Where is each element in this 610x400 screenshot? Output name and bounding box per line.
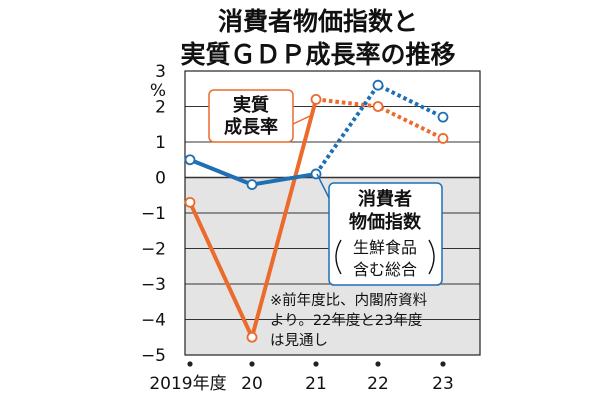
gdp-label-leader [292,115,311,125]
chart-title-line-1: 消費者物価指数と [218,7,418,36]
y-tick-label: −2 [141,240,166,260]
gdp-series-label: 実質 成長率 [208,89,311,143]
gdp-label-line-1: 実質 [233,94,269,116]
y-tick-label: 1 [155,133,166,153]
cpi-label-box [328,182,443,286]
y-tick-label: −4 [141,311,166,331]
x-tick-label: 2019年度 [149,374,226,394]
cpi-sublabel-line-2: 含む総合 [353,260,417,279]
cpi-sublabel-paren-left [335,239,342,275]
cpi-sublabel-line-1: 生鮮食品 [353,238,417,257]
x-tick-mark [249,361,255,367]
plot-frame [184,70,481,356]
note-line-1: ※前年度比、内閣府資料 [270,292,427,309]
chart-title-line-2: 実質ＧＤＰ成長率の推移 [180,40,455,69]
data-point [184,196,196,208]
series-line-forecast [315,97,444,141]
x-tick-label: 21 [305,374,327,394]
series-line-forecast [314,82,444,176]
gdp-label-box [208,89,294,143]
x-tick-mark [313,361,319,367]
data-point [310,94,322,105]
cpi-label-leader [316,173,330,199]
series-layer [184,79,449,343]
x-tick-label: 23 [432,374,454,394]
y-tick-label: −5 [141,346,166,366]
data-point [372,79,384,91]
note-line-2: より。22年度と23年度 [270,312,422,329]
x-tick-mark [440,361,446,367]
data-point [437,111,449,123]
data-point [437,133,449,144]
y-tick-label: 3 [155,62,166,82]
y-tick-label: −1 [141,204,166,224]
source-note: ※前年度比、内閣府資料 より。22年度と23年度 は見通し [270,292,427,349]
cpi-series-label: 消費者 物価指数 生鮮食品 含む総合 [316,173,443,286]
y-axis-tick-labels: 3 2 1 0 −1 −2 −3 −4 −5 [141,62,166,366]
y-axis-unit: % [150,81,166,101]
cpi-label-line-1: 消費者 [358,188,412,210]
series-cpi [184,79,449,191]
data-point [246,179,258,191]
cpi-sublabel-paren-right [428,239,435,275]
data-point [246,331,258,343]
y-tick-label: −3 [141,275,166,295]
data-point [184,154,196,166]
y-tick-label: 2 [155,98,166,118]
gdp-label-line-2: 成長率 [224,116,278,138]
cpi-label-line-2: 物価指数 [349,211,422,233]
y-tick-label: 0 [155,169,166,189]
x-tick-mark [187,361,193,367]
note-line-3: は見通し [270,332,328,349]
x-axis-tick-labels: 2019年度 20 21 22 23 [149,361,454,394]
x-tick-mark [375,361,381,367]
x-tick-label: 20 [241,374,263,394]
x-tick-label: 22 [367,374,389,394]
data-point [372,101,384,112]
